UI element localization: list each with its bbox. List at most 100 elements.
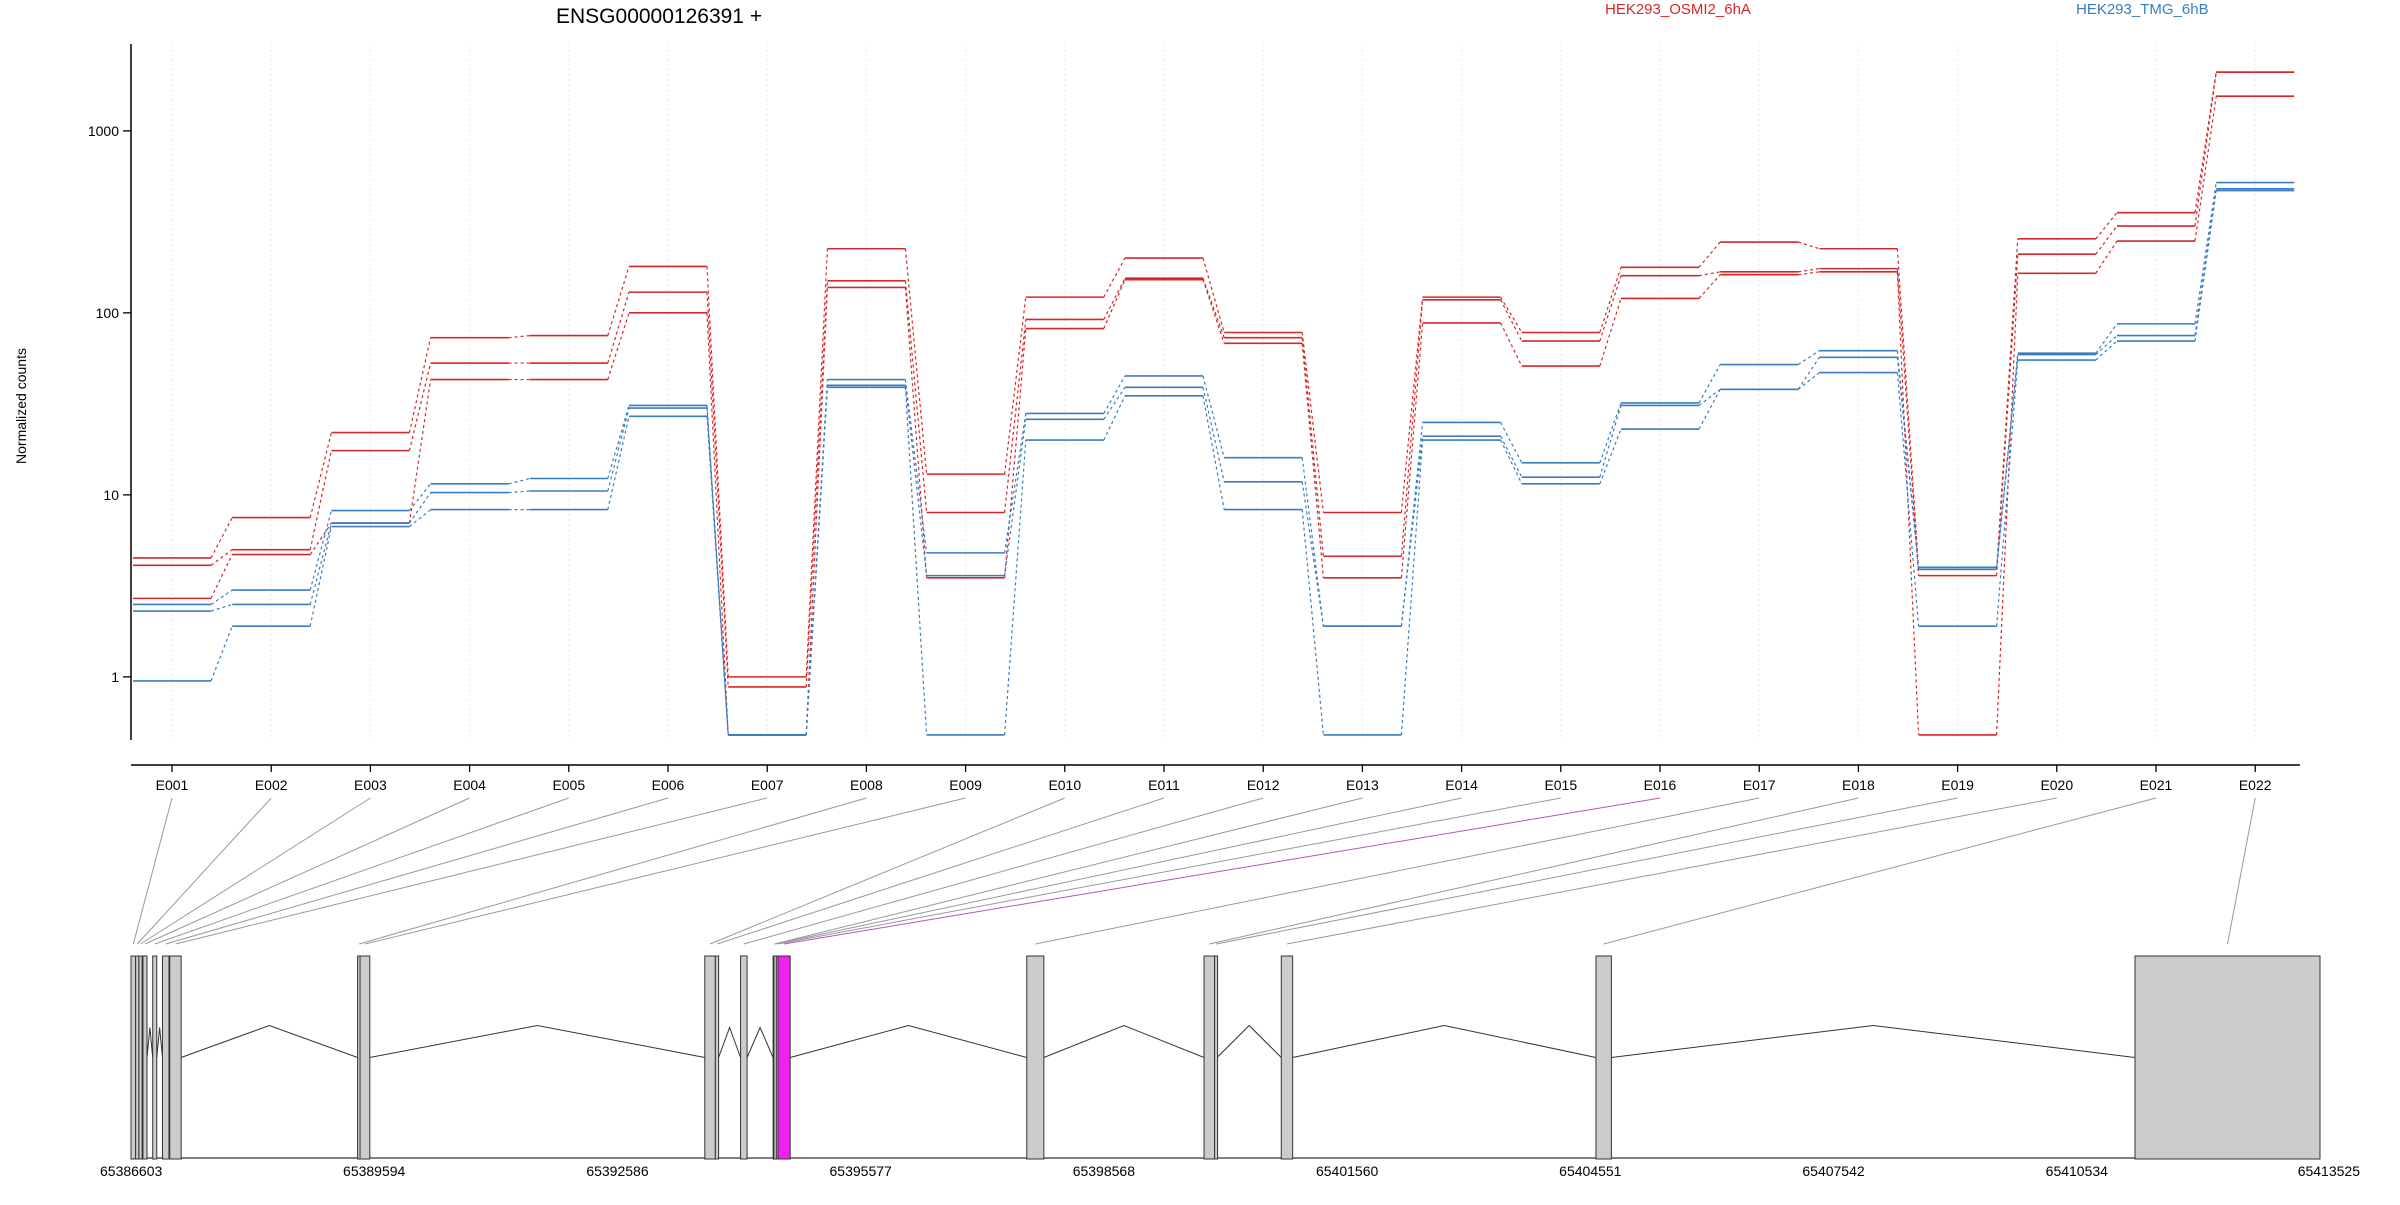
series-6-connector-11 [1202,395,1225,510]
series-5-connector-2 [309,522,332,605]
intron-2 [146,1027,154,1058]
series-1-connector-5 [607,266,630,336]
series-5-connector-9 [1004,419,1027,576]
coord-label-10: 65413525 [2298,1163,2361,1179]
series-6-connector-21 [2194,190,2217,342]
exon-E017 [1026,955,1045,1160]
gene-title: ENSG00000126391 + [556,5,762,28]
legend-entry-osmi2: HEK293_OSMI2_6hA [1605,1,1751,18]
series-2-connector-14 [1500,299,1523,342]
series-1-connector-16 [1698,241,1721,268]
series-4-connector-8 [904,379,928,553]
series-4-connector-11 [1202,375,1225,458]
y-tick-label-100: 100 [96,305,120,321]
intron-11 [1292,1024,1597,1058]
y-tick-label-1000: 1000 [88,123,119,139]
series-4-connector-15 [1599,402,1622,464]
series-2-connector-16 [1698,271,1721,277]
series-4-connector-16 [1698,364,1721,404]
intron-12 [1611,1024,2136,1058]
series-4-connector-13 [1400,422,1424,627]
series-6-connector-16 [1698,389,1721,430]
exon-E009 [359,955,371,1160]
exon-E006 [161,955,170,1160]
x-tick-label-E006: E006 [652,777,685,793]
x-tick-label-E017: E017 [1743,777,1776,793]
connector-E018 [1209,797,1859,945]
x-tick-label-E016: E016 [1644,777,1677,793]
series-5-connector-11 [1202,387,1225,482]
connector-E019 [1216,797,1958,945]
x-tick-label-E018: E018 [1842,777,1875,793]
series-2-connector-19 [1996,254,2019,576]
x-tick-label-E004: E004 [453,777,486,793]
intron-4 [180,1024,358,1058]
series-1-connector-2 [309,432,332,518]
intron-8 [790,1024,1027,1058]
coord-label-3: 65392586 [586,1163,649,1179]
series-3-connector-3 [408,379,432,524]
series-3-connector-16 [1698,274,1721,299]
series-5-connector-1 [210,603,233,612]
series-4-connector-12 [1301,457,1324,627]
x-tick-label-E002: E002 [255,777,288,793]
series-6-connector-18 [1896,372,1920,627]
connector-E011 [716,797,1165,945]
series-3-connector-6 [706,312,729,735]
x-tick-label-E022: E022 [2239,777,2272,793]
axes: 1 10 100 1000 E001 E002 E003 E004 E005 E006 E007 E0… [88,44,2300,793]
coord-label-5: 65398568 [1073,1163,1136,1179]
series-6-connector-13 [1400,440,1424,735]
series-5-connector-4 [508,490,530,494]
connector-E010 [709,797,1065,945]
series-3-connector-14 [1500,322,1523,367]
y-axis-title: Normalized counts [13,348,29,464]
series-4-connector-14 [1500,422,1523,464]
connector-E003 [140,797,371,945]
series-5-connector-15 [1599,405,1622,478]
connector-E020 [1286,797,2057,945]
series-1-connector-20 [2095,212,2118,240]
coord-label-9: 65410534 [2046,1163,2109,1179]
coord-label-6: 65401560 [1316,1163,1379,1179]
connector-E005 [154,797,569,945]
series-3-connector-21 [2194,96,2217,242]
x-tick-label-E003: E003 [354,777,387,793]
x-tick-label-E014: E014 [1445,777,1478,793]
coord-label-4: 65395577 [830,1163,893,1179]
series-3-connector-13 [1400,322,1424,578]
series-1 [133,71,2295,678]
x-tick-label-E009: E009 [949,777,982,793]
series-4-connector-1 [210,589,233,605]
connector-E009 [364,797,966,945]
connector-E004 [144,797,470,945]
coord-label-1: 65386603 [100,1163,163,1179]
exon-E021 [1595,955,1612,1160]
coord-label-2: 65389594 [343,1163,406,1179]
series-2-connector-20 [2095,225,2118,255]
x-tick-label-E005: E005 [552,777,585,793]
x-tick-label-E021: E021 [2140,777,2173,793]
series-6-connector-8 [904,387,928,735]
connector-E008 [358,797,867,945]
series-1-connector-6 [706,266,729,677]
series-3-connector-1 [210,554,233,599]
connector-E017 [1035,797,1760,945]
exon-E007 [169,955,182,1160]
series-2-connector-8 [904,280,928,513]
series-3-connector-18 [1896,271,1920,735]
series-2-connector-11 [1202,278,1225,338]
exon-E019 [1214,955,1219,1160]
gene-model: 65386603 65389594 65392586 65395577 65398568… [100,955,2361,1179]
x-tick-label-E001: E001 [156,777,189,793]
series-5-connector-17 [1797,356,1820,390]
series-3-connector-15 [1599,298,1622,367]
x-tick-label-E019: E019 [1941,777,1974,793]
connector-E006 [165,797,669,945]
series-4-connector-6 [706,405,729,735]
intron-9 [1043,1024,1205,1058]
series-5 [133,188,2295,736]
series-1-connector-1 [210,517,233,559]
series-4 [133,181,2295,736]
series-1-connector-8 [904,248,928,475]
